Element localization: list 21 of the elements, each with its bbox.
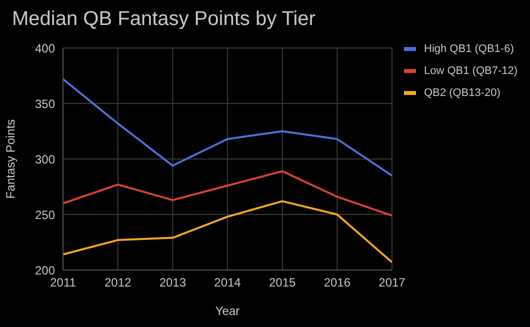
x-tick-label: 2016: [324, 276, 351, 290]
legend-label: QB2 (QB13-20): [424, 87, 500, 99]
legend-label: Low QB1 (QB7-12): [424, 65, 518, 77]
y-tick-label: 300: [34, 152, 56, 166]
x-tick-label: 2015: [268, 276, 296, 290]
y-tick-label: 350: [34, 96, 56, 111]
x-tick-label: 2014: [214, 276, 242, 290]
y-tick-label: 250: [34, 208, 56, 222]
y-tick-label: 200: [34, 263, 56, 278]
line-series: [63, 78, 392, 177]
y-tick-label: 400: [34, 41, 56, 56]
line-series: [63, 200, 392, 264]
x-axis-title: Year: [215, 304, 240, 318]
x-tick-label: 2011: [50, 276, 76, 290]
y-axis-title: Fantasy Points: [3, 119, 18, 199]
x-tick-label: 2017: [378, 276, 406, 290]
legend-label: High QB1 (QB1-6): [424, 43, 514, 55]
x-tick-label: 2012: [104, 276, 132, 290]
x-tick-label: 2013: [159, 276, 186, 290]
line-series: [63, 170, 392, 217]
chart-title: Median QB Fantasy Points by Tier: [12, 8, 316, 31]
